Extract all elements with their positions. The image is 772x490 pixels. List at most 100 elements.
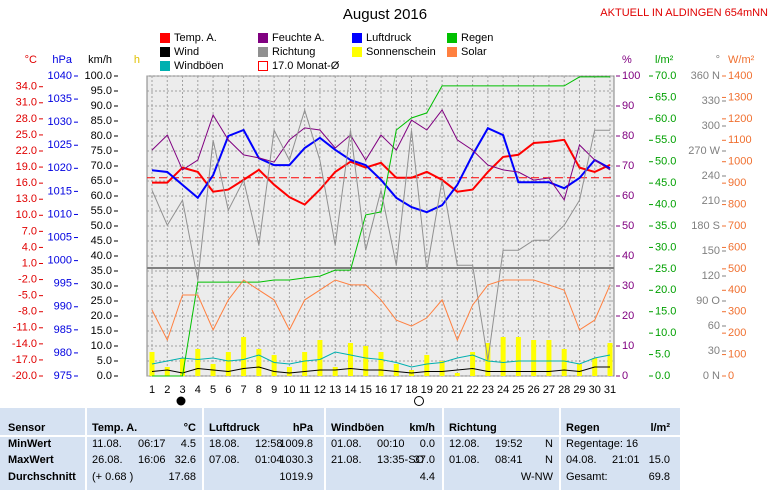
axis-title: hPa bbox=[52, 54, 72, 66]
table-cell: W-NW bbox=[521, 471, 554, 483]
x-tick-label: 2 bbox=[164, 384, 170, 396]
table-cell: 21:01 bbox=[612, 454, 640, 466]
y-tick-label: 1010 bbox=[48, 208, 72, 220]
y-tick-label: 300 bbox=[702, 120, 720, 132]
table-cell: 18.08. bbox=[209, 438, 240, 450]
y-tick-label: 5.0 bbox=[655, 348, 670, 360]
y-tick-label: 995 bbox=[54, 278, 72, 290]
x-tick-label: 4 bbox=[195, 384, 201, 396]
axis-title: °C bbox=[25, 54, 37, 66]
x-tick-label: 19 bbox=[421, 384, 433, 396]
table-cell: 21.08. bbox=[331, 454, 362, 466]
y-tick-label: 50.0 bbox=[655, 156, 676, 168]
y-tick-label: 200 bbox=[728, 327, 746, 339]
y-tick-label: 100.0 bbox=[84, 70, 112, 82]
y-tick-label: 980 bbox=[54, 347, 72, 359]
table-cell: Regentage: 16 bbox=[566, 438, 638, 450]
y-tick-label: 1030 bbox=[48, 116, 72, 128]
table-header: Luftdruck bbox=[209, 422, 261, 434]
sunshine-bar bbox=[546, 340, 552, 376]
y-tick-label: 34.0 bbox=[16, 81, 37, 93]
table-unit: °C bbox=[184, 422, 196, 434]
table-cell: 0.0 bbox=[420, 438, 435, 450]
x-tick-label: 24 bbox=[497, 384, 509, 396]
x-tick-label: 25 bbox=[512, 384, 524, 396]
y-tick-label: 40.0 bbox=[655, 198, 676, 210]
y-tick-label: 30 bbox=[708, 345, 720, 357]
y-tick-label: 300 bbox=[728, 306, 746, 318]
y-tick-label: -20.0 bbox=[12, 370, 37, 382]
y-tick-label: 55.0 bbox=[91, 205, 112, 217]
y-tick-label: 70.0 bbox=[91, 160, 112, 172]
y-tick-label: 16.0 bbox=[16, 177, 37, 189]
x-tick-label: 27 bbox=[543, 384, 555, 396]
y-tick-label: 30.0 bbox=[91, 280, 112, 292]
y-tick-label: 40 bbox=[622, 250, 634, 262]
y-tick-label: 45.0 bbox=[655, 177, 676, 189]
series-line bbox=[151, 126, 611, 214]
axis-title: l/m² bbox=[655, 54, 674, 66]
y-tick-label: 60.0 bbox=[655, 113, 676, 125]
x-tick-label: 23 bbox=[482, 384, 494, 396]
legend-swatch bbox=[447, 33, 457, 43]
y-tick-label: 22.0 bbox=[16, 145, 37, 157]
sunshine-bar bbox=[180, 358, 186, 376]
y-tick-label: 0.0 bbox=[655, 370, 670, 382]
legend-swatch bbox=[160, 33, 170, 43]
y-tick-label: 40.0 bbox=[91, 250, 112, 262]
y-tick-label: 45.0 bbox=[91, 235, 112, 247]
sunshine-bar bbox=[515, 337, 521, 376]
y-tick-label: 28.0 bbox=[16, 113, 37, 125]
y-tick-label: -14.0 bbox=[12, 338, 37, 350]
table-cell: 12:58 bbox=[255, 438, 283, 450]
y-tick-label: 975 bbox=[54, 370, 72, 382]
chart-title: August 2016 bbox=[343, 6, 427, 23]
y-tick-label: 985 bbox=[54, 324, 72, 336]
table-separators bbox=[0, 408, 680, 490]
legend-label: Richtung bbox=[272, 46, 315, 58]
table-cell: 16:06 bbox=[138, 454, 166, 466]
x-tick-label: 5 bbox=[210, 384, 216, 396]
y-tick-label: 80.0 bbox=[91, 130, 112, 142]
sunshine-bar bbox=[225, 352, 231, 376]
y-tick-label: 90 bbox=[622, 100, 634, 112]
y-tick-label: 60 bbox=[622, 190, 634, 202]
y-tick-label: 1025 bbox=[48, 139, 72, 151]
y-tick-label: 10.0 bbox=[655, 327, 676, 339]
y-tick-label: 100 bbox=[728, 348, 746, 360]
legend-label: Regen bbox=[461, 32, 493, 44]
x-tick-label: 28 bbox=[558, 384, 570, 396]
x-tick-label: 15 bbox=[360, 384, 372, 396]
x-tick-label: 10 bbox=[283, 384, 295, 396]
series-line bbox=[151, 351, 611, 368]
y-tick-label: 700 bbox=[728, 220, 746, 232]
y-tick-label: 10.0 bbox=[16, 209, 37, 221]
y-tick-label: 1040 bbox=[48, 70, 72, 82]
table-header: Sensor bbox=[8, 422, 46, 434]
y-tick-label: 900 bbox=[728, 177, 746, 189]
table-unit: l/m² bbox=[650, 422, 670, 434]
axis-title: ° bbox=[716, 54, 720, 66]
axis-title: h bbox=[134, 54, 140, 66]
legend-swatch bbox=[160, 47, 170, 57]
sunshine-bar bbox=[393, 364, 399, 376]
row-label: Durchschnitt bbox=[8, 471, 76, 483]
table-cell: 1030.3 bbox=[279, 454, 313, 466]
legend-label: Solar bbox=[461, 46, 487, 58]
y-tick-label: 25.0 bbox=[16, 129, 37, 141]
y-tick-label: 25.0 bbox=[655, 263, 676, 275]
y-tick-label: 600 bbox=[728, 241, 746, 253]
axis-title: % bbox=[622, 54, 632, 66]
series-line bbox=[151, 366, 610, 374]
sunshine-bar bbox=[531, 340, 537, 376]
x-tick-label: 12 bbox=[314, 384, 326, 396]
y-tick-label: 80 bbox=[622, 130, 634, 142]
table-cell: 1009.8 bbox=[279, 438, 313, 450]
row-label: MinWert bbox=[8, 438, 52, 450]
x-tick-label: 21 bbox=[451, 384, 463, 396]
table-header: Temp. A. bbox=[92, 422, 137, 434]
y-tick-label: 10 bbox=[622, 340, 634, 352]
legend-label: Windböen bbox=[174, 60, 224, 72]
y-tick-label: 75.0 bbox=[91, 145, 112, 157]
